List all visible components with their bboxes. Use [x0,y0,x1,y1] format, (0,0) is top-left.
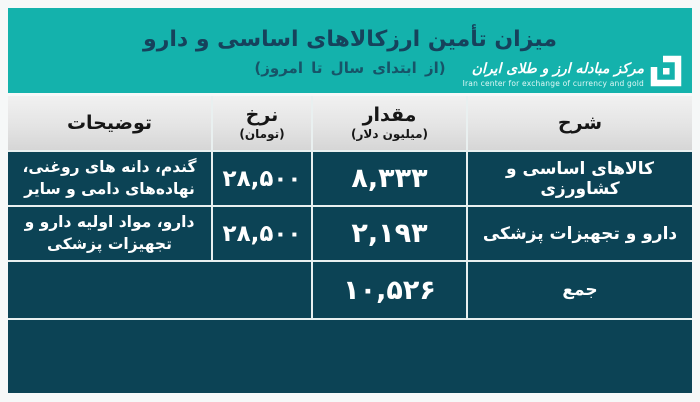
page-subtitle: (از ابتدای سال تا امروز) [254,58,446,77]
org-name-fa: مرکز مبادله ارز و طلای ایران [471,60,644,77]
column-label: شرح [557,111,603,134]
column-label: نرخ [245,103,279,126]
org-logo: مرکز مبادله ارز و طلای ایران Iran center… [463,54,682,88]
org-logo-icon [650,54,682,88]
header-cell-nerkh: نرخ (تومان) [213,96,311,150]
row-notes: دارو، مواد اولیه دارو و تجهیزات پزشکی [24,212,195,253]
row-description: کالاهای اساسی و کشاورزی [506,158,654,199]
total-row-empty-cell [8,262,311,318]
infographic-page: میزان تأمین ارزکالاهای اساسی و دارو (از … [0,8,700,402]
row-amount-value: ۸,۳۳۳ [351,163,428,194]
column-unit: (تومان) [239,127,285,142]
title-banner: میزان تأمین ارزکالاهای اساسی و دارو (از … [8,8,692,93]
table-row-cell-sharh: دارو و تجهیزات پزشکی [468,207,692,260]
page-title: میزان تأمین ارزکالاهای اساسی و دارو [143,27,557,53]
row-notes: گندم، دانه های روغنی، نهاده‌های دامی و س… [22,157,197,198]
column-unit: (میلیون دلار) [350,127,429,142]
header-cell-tozihat: توضیحات [8,96,211,150]
table-row-cell-sharh: کالاهای اساسی و کشاورزی [468,152,692,205]
total-row-label-cell: جمع [468,262,692,318]
total-amount-value: ۱۰,۵۲۶ [343,274,436,306]
table-row-cell-tozihat: گندم، دانه های روغنی، نهاده‌های دامی و س… [8,152,211,205]
org-logo-text: مرکز مبادله ارز و طلای ایران Iran center… [462,60,644,88]
table-footer-block [8,320,692,393]
row-rate-value: ۲۸,۵۰۰ [222,220,302,247]
total-row-amount-cell: ۱۰,۵۲۶ [313,262,466,318]
row-rate-value: ۲۸,۵۰۰ [222,165,302,192]
table-row-cell-tozihat: دارو، مواد اولیه دارو و تجهیزات پزشکی [8,207,211,260]
table-row-cell-meghdar: ۸,۳۳۳ [313,152,466,205]
table-row-cell-meghdar: ۲,۱۹۳ [313,207,466,260]
header-cell-sharh: شرح [468,96,692,150]
data-table: شرح مقدار (میلیون دلار) نرخ (تومان) توضی… [8,96,692,393]
row-description: دارو و تجهیزات پزشکی [482,223,678,244]
column-label: مقدار [362,103,417,126]
table-row-cell-nerkh: ۲۸,۵۰۰ [213,152,311,205]
row-amount-value: ۲,۱۹۳ [351,218,428,249]
column-label: توضیحات [66,111,153,134]
header-cell-meghdar: مقدار (میلیون دلار) [313,96,466,150]
org-name-en: Iran center for exchange of currency and… [462,79,644,88]
table-row-cell-nerkh: ۲۸,۵۰۰ [213,207,311,260]
total-label: جمع [562,280,598,300]
